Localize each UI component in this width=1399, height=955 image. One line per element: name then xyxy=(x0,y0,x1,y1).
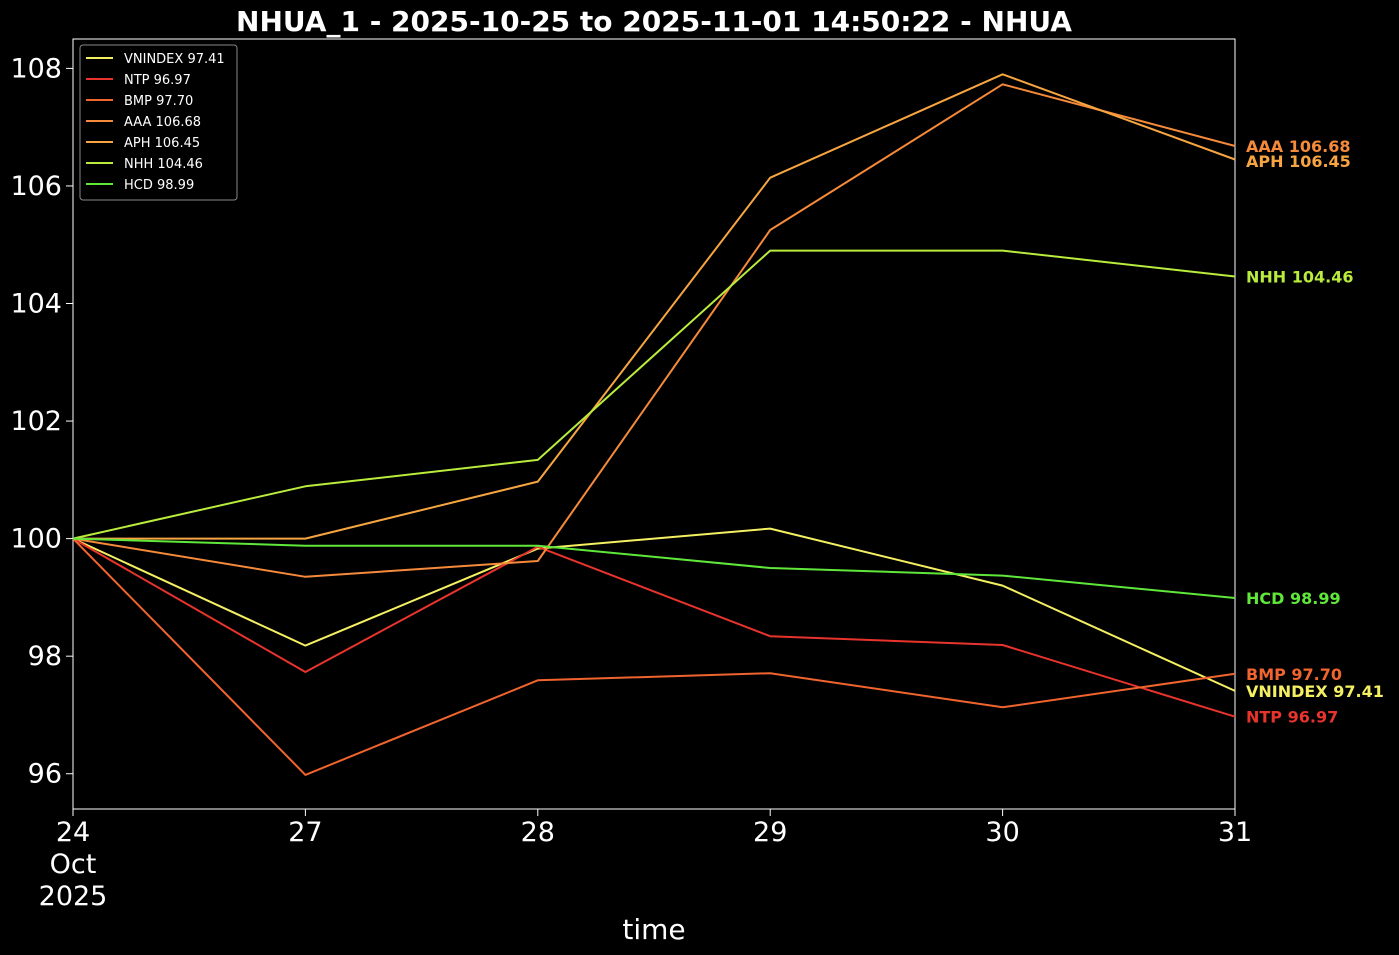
series-line-vnindex xyxy=(72,527,1236,692)
legend-entry-aaa: AAA 106.68 xyxy=(124,115,201,130)
series-line-nhh xyxy=(72,249,1236,540)
y-tick-label: 102 xyxy=(10,406,62,437)
end-label-bmp: BMP 97.70 xyxy=(1246,665,1342,684)
series-line-aph xyxy=(73,73,1236,540)
legend-entry-aph: APH 106.45 xyxy=(124,136,200,151)
y-tick-label: 106 xyxy=(10,171,62,202)
end-label-nhh: NHH 104.46 xyxy=(1246,267,1353,286)
end-label-ntp: NTP 96.97 xyxy=(1246,708,1338,727)
x-tick-label: 30 xyxy=(985,817,1019,848)
series-line-aaa xyxy=(72,83,1236,578)
end-label-aaa: AAA 106.68 xyxy=(1246,137,1350,156)
legend-entry-vnindex: VNINDEX 97.41 xyxy=(124,52,225,67)
y-tick-label: 100 xyxy=(10,524,62,555)
chart-title: NHUA_1 - 2025-10-25 to 2025-11-01 14:50:… xyxy=(236,5,1072,38)
end-label-aph: APH 106.45 xyxy=(1246,152,1351,171)
series-line-hcd xyxy=(72,537,1236,599)
y-tick-label: 96 xyxy=(28,759,62,790)
y-tick-label: 104 xyxy=(10,289,62,320)
x-tick-label: 27 xyxy=(288,817,322,848)
legend: VNINDEX 97.41 NTP 96.97 BMP 97.70 AAA 106.6… xyxy=(79,44,238,201)
legend-entry-bmp: BMP 97.70 xyxy=(124,94,193,109)
legend-entry-ntp: NTP 96.97 xyxy=(124,73,191,88)
y-tick-label: 108 xyxy=(10,53,62,84)
x-tick-label: 28 xyxy=(521,817,555,848)
legend-entry-nhh: NHH 104.46 xyxy=(124,157,203,172)
x-tick-label: 2025 xyxy=(39,881,108,912)
legend-box xyxy=(79,44,238,201)
series-line-bmp xyxy=(72,537,1236,776)
x-tick-label: 31 xyxy=(1218,817,1252,848)
end-label-hcd: HCD 98.99 xyxy=(1246,589,1341,608)
y-axis: 96 98 100 102 104 106 108 xyxy=(10,53,73,790)
legend-entry-hcd: HCD 98.99 xyxy=(124,178,194,193)
x-tick-label: Oct xyxy=(50,849,97,880)
y-tick-label: 98 xyxy=(28,641,62,672)
plot-area-frame xyxy=(72,38,1236,810)
series-layer xyxy=(72,73,1236,776)
x-tick-label: 24 xyxy=(56,817,90,848)
end-label-vnindex: VNINDEX 97.41 xyxy=(1246,682,1384,701)
x-axis-label: time xyxy=(622,913,685,946)
x-tick-label: 29 xyxy=(753,817,787,848)
series-line-ntp xyxy=(72,537,1236,718)
